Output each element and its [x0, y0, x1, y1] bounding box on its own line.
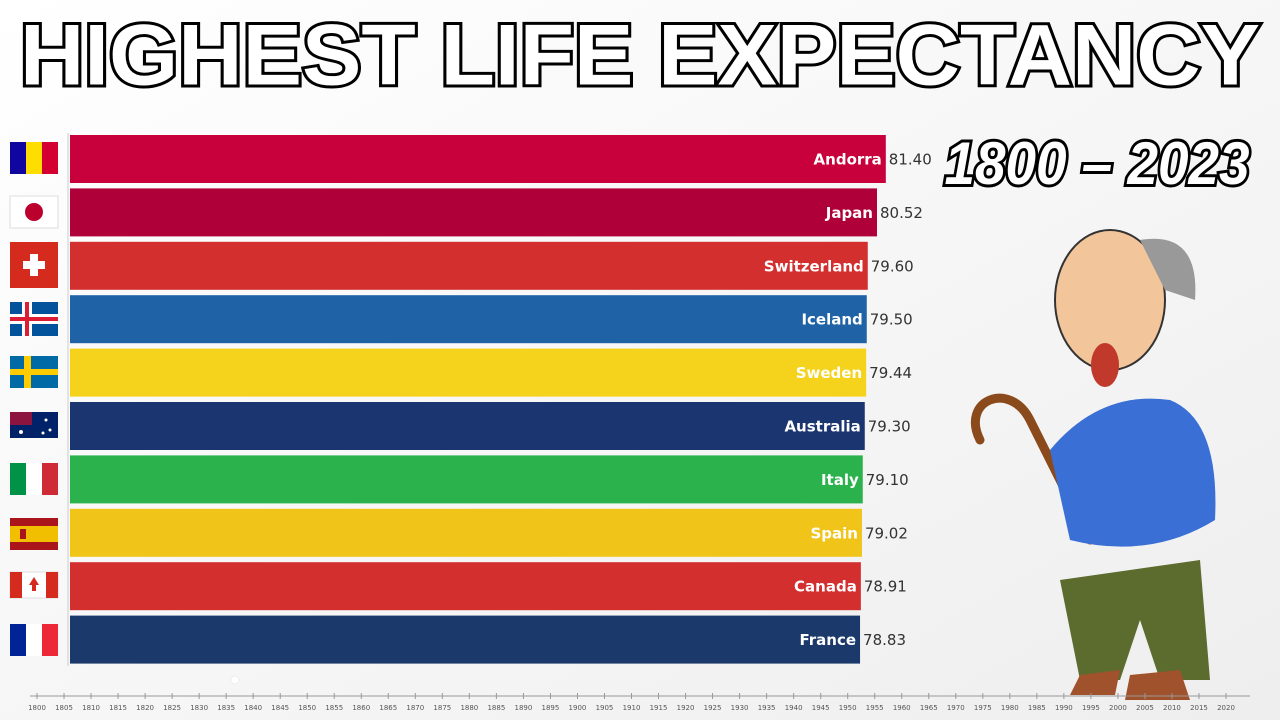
category-label: Switzerland: [764, 257, 864, 275]
flag: [10, 518, 58, 550]
timeline-label: 1965: [920, 704, 938, 712]
timeline-label: 1930: [731, 704, 749, 712]
timeline-label: 1935: [758, 704, 776, 712]
timeline-label: 1840: [244, 704, 262, 712]
timeline-label: 1850: [298, 704, 316, 712]
timeline-label: 1875: [433, 704, 451, 712]
timeline-label: 1895: [542, 704, 560, 712]
value-label: 79.10: [866, 471, 909, 489]
bar: [70, 455, 863, 504]
category-label: Canada: [794, 578, 857, 596]
timeline-label: 1800: [28, 704, 46, 712]
timeline-label: 1865: [379, 704, 397, 712]
value-label: 80.52: [880, 204, 923, 222]
timeline-label: 2015: [1190, 704, 1208, 712]
flag: [10, 242, 58, 288]
timeline-label: 1950: [839, 704, 857, 712]
bar: [70, 402, 865, 450]
category-label: Japan: [825, 204, 873, 222]
value-label: 79.44: [869, 364, 912, 382]
timeline-label: 1990: [1055, 704, 1073, 712]
category-label: Italy: [821, 471, 859, 489]
timeline-label: 1900: [569, 704, 587, 712]
old-man-illustration: [970, 229, 1216, 700]
timeline-label: 1870: [406, 704, 424, 712]
timeline-label: 1905: [596, 704, 614, 712]
bar: [70, 188, 877, 237]
timeline-label: 1980: [1001, 704, 1019, 712]
timeline-label: 1920: [677, 704, 695, 712]
timeline-label: 1890: [514, 704, 532, 712]
timeline-label: 1830: [190, 704, 208, 712]
category-label: France: [799, 631, 856, 649]
timeline-label: 1970: [947, 704, 965, 712]
category-label: Andorra: [814, 151, 882, 169]
timeline-label: 1810: [82, 704, 100, 712]
timeline-label: 1845: [271, 704, 289, 712]
timeline-label: 1995: [1082, 704, 1100, 712]
bar: [70, 615, 861, 664]
timeline-label: 1940: [785, 704, 803, 712]
value-label: 78.83: [863, 631, 906, 649]
timeline-label: 1820: [136, 704, 154, 712]
timeline-label: 1835: [217, 704, 235, 712]
bar: [70, 562, 861, 611]
flag: [9, 571, 59, 599]
timeline-label: 1880: [460, 704, 478, 712]
bar: [70, 348, 867, 397]
flag: [10, 624, 58, 656]
bar: [70, 508, 862, 557]
timeline-label: 1925: [704, 704, 722, 712]
category-label: Iceland: [801, 311, 862, 329]
category-label: Australia: [784, 418, 860, 436]
timeline-label: 2005: [1136, 704, 1154, 712]
flag: [9, 195, 59, 229]
value-label: 79.50: [870, 311, 913, 329]
timeline-label: 1825: [163, 704, 181, 712]
category-label: Spain: [810, 524, 857, 542]
timeline-marker: [230, 675, 240, 685]
flag: [10, 302, 58, 336]
flag: [10, 356, 58, 388]
timeline-label: 2010: [1163, 704, 1181, 712]
timeline-label: 1960: [893, 704, 911, 712]
timeline-label: 1975: [974, 704, 992, 712]
timeline-label: 2000: [1109, 704, 1127, 712]
value-label: 79.60: [871, 257, 914, 275]
timeline-label: 1885: [487, 704, 505, 712]
value-label: 78.91: [864, 578, 907, 596]
value-label: 81.40: [889, 151, 932, 169]
flag: [10, 142, 58, 174]
timeline-label: 1860: [352, 704, 370, 712]
bar: [70, 241, 868, 290]
flags: [9, 142, 59, 656]
timeline-label: 1910: [623, 704, 641, 712]
timeline-label: 1815: [109, 704, 127, 712]
timeline-label: 2020: [1217, 704, 1235, 712]
value-label: 79.02: [865, 524, 908, 542]
timeline-label: 1805: [55, 704, 73, 712]
timeline-label: 1955: [866, 704, 884, 712]
timeline-label: 1855: [325, 704, 343, 712]
value-label: 79.30: [868, 418, 911, 436]
flag: [10, 412, 58, 438]
category-label: Sweden: [796, 364, 862, 382]
chart-subtitle: 1800 – 2023: [945, 130, 1250, 197]
flag: [10, 463, 58, 495]
bar: [70, 135, 886, 183]
timeline-label: 1985: [1028, 704, 1046, 712]
timeline-label: 1945: [812, 704, 830, 712]
bar: [70, 295, 867, 344]
timeline-label: 1915: [650, 704, 668, 712]
chart-title: HIGHEST LIFE EXPECTANCY: [20, 8, 1260, 104]
